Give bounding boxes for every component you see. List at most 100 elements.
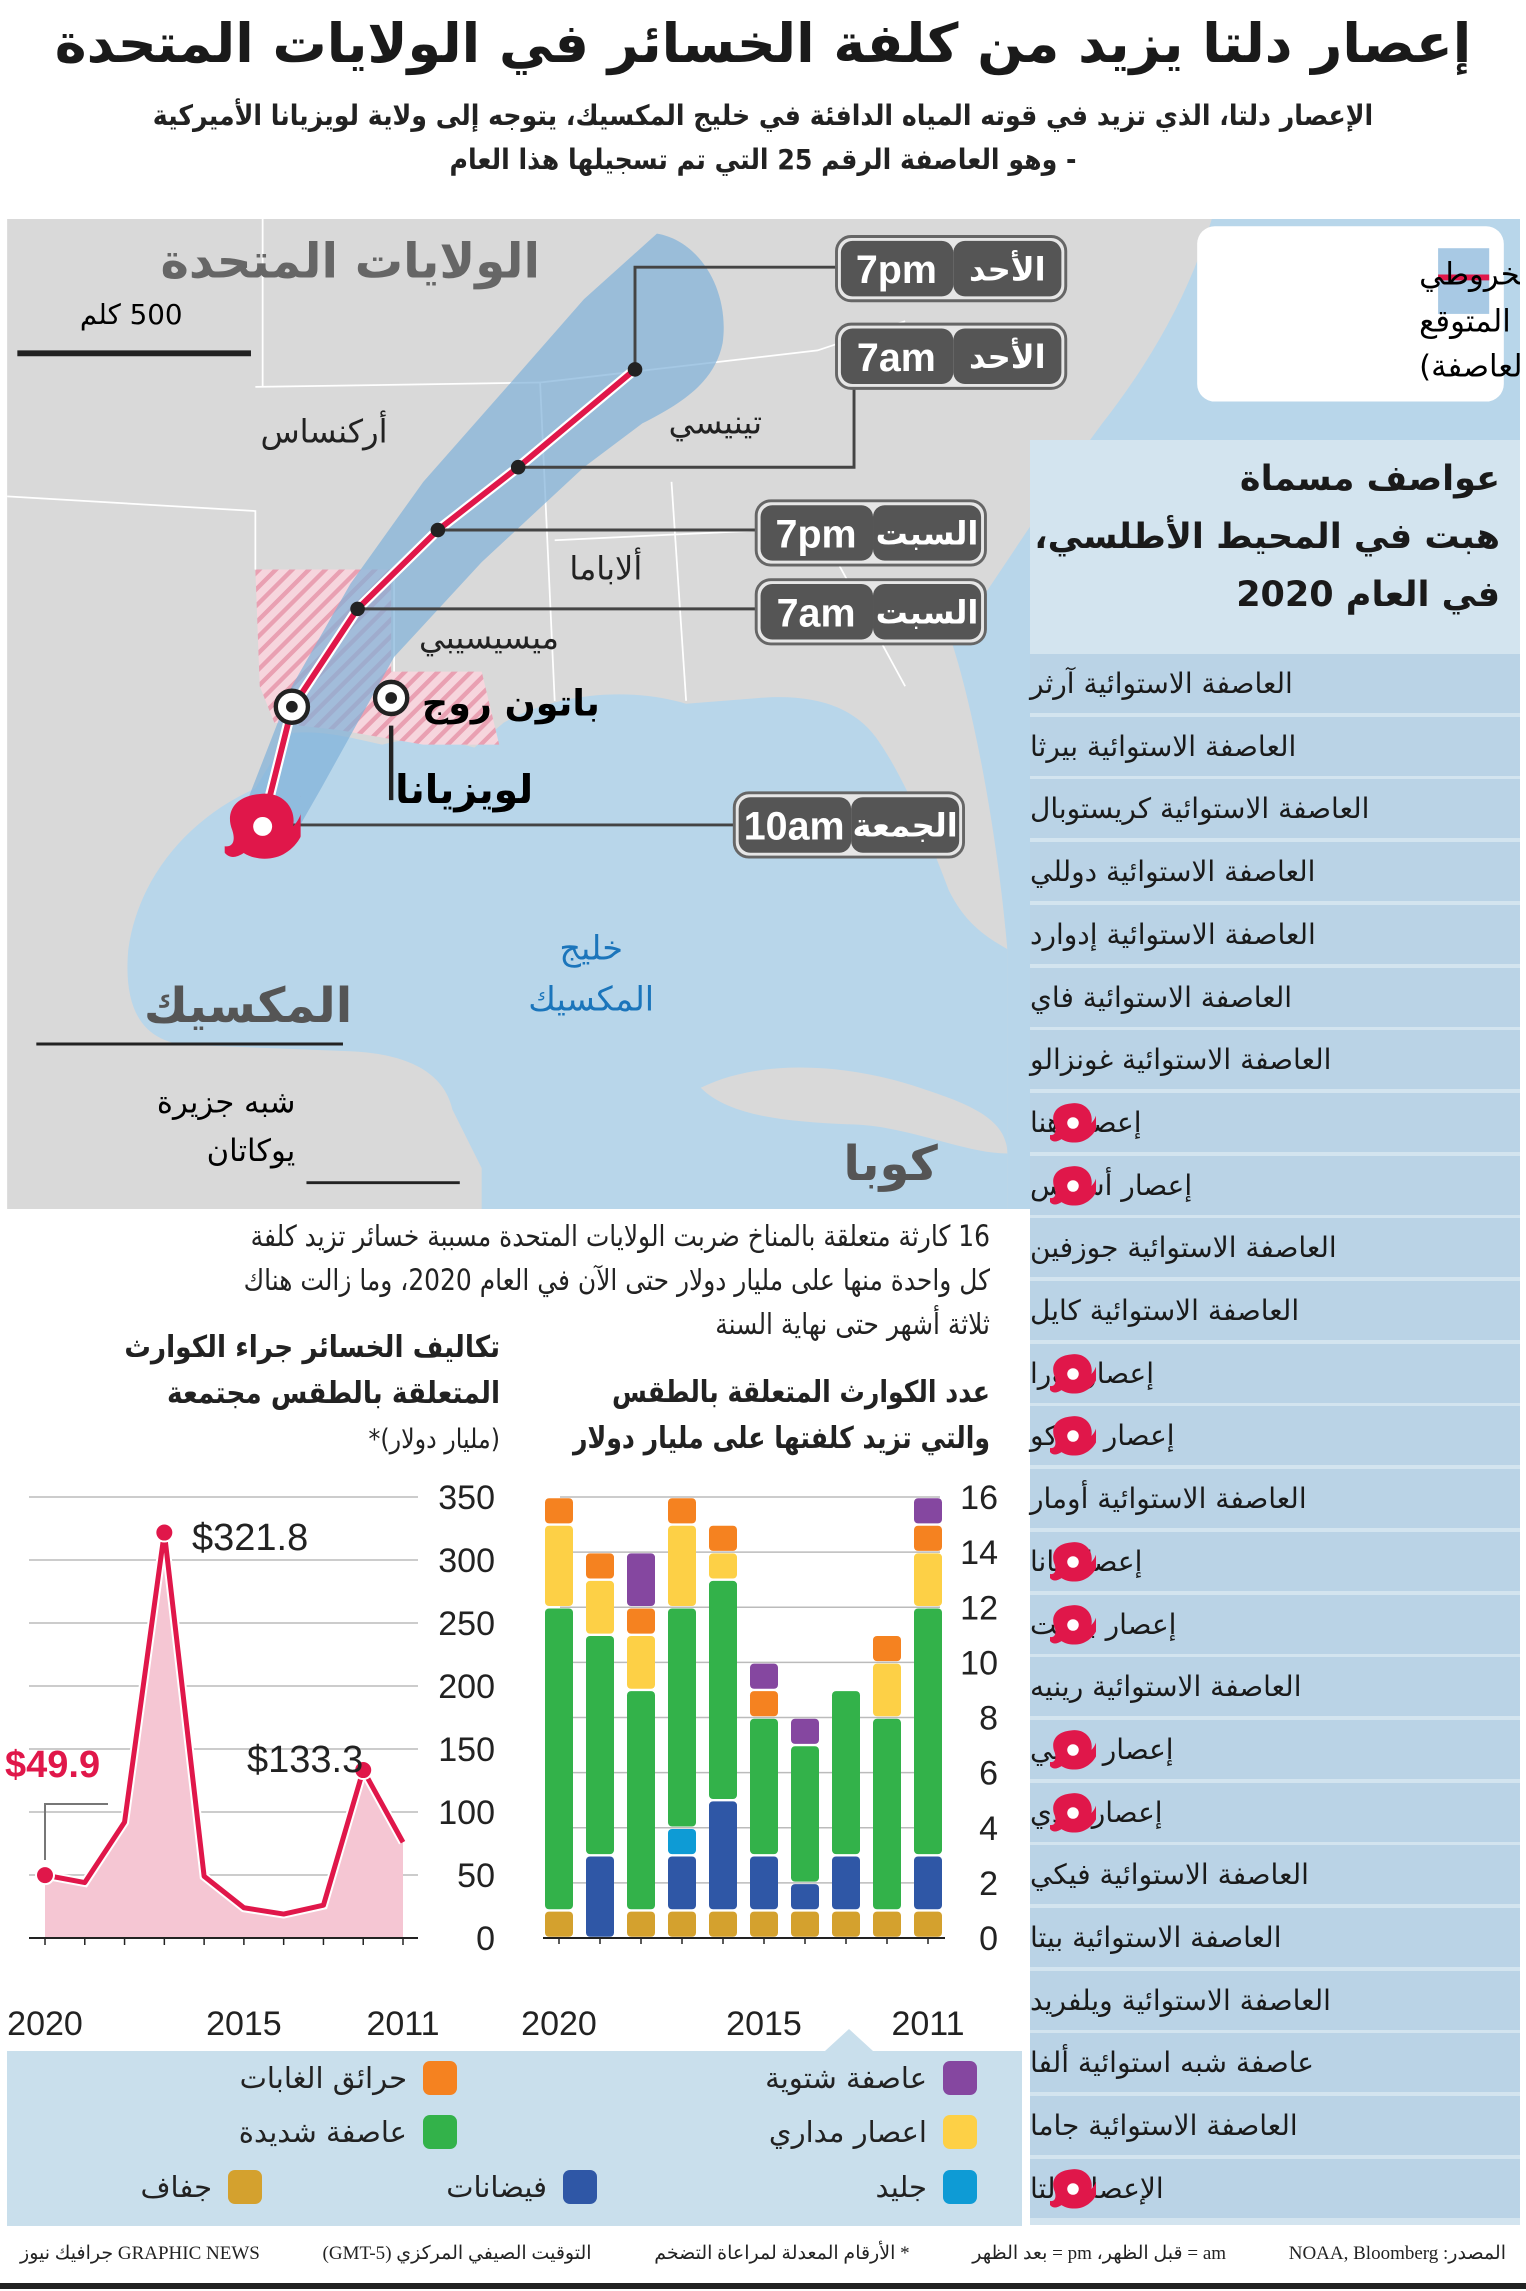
x-tick-label: 2011 bbox=[366, 2005, 439, 2043]
bar-segment bbox=[750, 1911, 778, 1937]
legend-line-1: المسار المخروطي bbox=[1419, 258, 1520, 293]
legend-swatch bbox=[423, 2115, 457, 2149]
louisiana-target-icon bbox=[273, 688, 311, 725]
legend-item: جفاف bbox=[140, 2170, 262, 2204]
cost-title-1: تكاليف الخسائر جراء الكوارث bbox=[124, 1330, 501, 1365]
footer-rule bbox=[0, 2283, 1526, 2289]
hurricane-icon bbox=[1050, 1100, 1096, 1146]
legend-label: عاصفة شتوية bbox=[765, 2061, 927, 2095]
bar-segment bbox=[668, 1911, 696, 1937]
y-tick-label: 0 bbox=[476, 1920, 495, 1958]
legend-line-3: (مركز العاصفة) bbox=[1419, 350, 1520, 385]
y-tick-label: 300 bbox=[438, 1542, 495, 1580]
bar-segment bbox=[791, 1911, 819, 1937]
storm-list-item: العاصفة الاستوائية كايل bbox=[1030, 1281, 1520, 1340]
y-tick-label: 6 bbox=[979, 1755, 998, 1793]
storm-list-item: العاصفة الاستوائية بيتا bbox=[1030, 1908, 1520, 1967]
yucatan-label-2: يوكاتان bbox=[207, 1134, 296, 1169]
storm-name: العاصفة الاستوائية آرثر bbox=[1030, 667, 1293, 700]
storm-list-item: إعصار بوليت bbox=[1030, 1594, 1520, 1654]
named-storms-panel: عواصف مسماة هبت في المحيط الأطلسي، في ال… bbox=[1030, 440, 1520, 2225]
storm-list-item: الإعصار دلتا bbox=[1030, 2158, 1520, 2218]
legend-item: فيضانات bbox=[446, 2170, 597, 2204]
y-tick-label: 150 bbox=[438, 1731, 495, 1769]
legend-item: اعصار مداري bbox=[769, 2115, 977, 2149]
y-tick-label: 2 bbox=[979, 1865, 998, 1903]
storm-name: العاصفة الاستوائية رينيه bbox=[1030, 1670, 1302, 1704]
bar-segment bbox=[545, 1498, 573, 1524]
time-label-time: 10am bbox=[744, 805, 845, 849]
bar-segment bbox=[586, 1856, 614, 1937]
storm-list-item: العاصفة الاستوائية جوزفين bbox=[1030, 1218, 1520, 1278]
legend-swatch bbox=[943, 2170, 977, 2204]
time-label-day: السبت bbox=[876, 593, 979, 631]
gulf-label-2: المكسيك bbox=[528, 979, 654, 1018]
count-title-1: عدد الكوارث المتعلقة بالطقس bbox=[612, 1375, 990, 1410]
cost-title-2: المتعلقة بالطقس مجتمعة bbox=[166, 1376, 500, 1411]
bar-segment bbox=[627, 1553, 655, 1607]
bar-segment bbox=[832, 1691, 860, 1855]
bar-segment bbox=[914, 1911, 942, 1937]
bar-segment bbox=[832, 1911, 860, 1937]
hurricane-icon bbox=[1050, 1539, 1096, 1585]
footer: المصدر: NOAA, Bloomberg am = قبل الظهر، … bbox=[0, 2242, 1526, 2278]
bar-segment bbox=[750, 1856, 778, 1910]
bar-segment bbox=[873, 1718, 901, 1910]
time-label-day: السبت bbox=[876, 515, 979, 553]
storms-heading: عواصف مسماة هبت في المحيط الأطلسي، في ال… bbox=[1034, 450, 1500, 624]
mexico-label: المكسيك bbox=[144, 978, 352, 1034]
y-tick-label: 100 bbox=[438, 1794, 495, 1832]
yucatan-label-1: شبه جزيرة bbox=[157, 1086, 295, 1121]
storm-list-item: العاصفة الاستوائية بيرثا bbox=[1030, 716, 1520, 776]
y-tick-label: 50 bbox=[457, 1857, 495, 1895]
bar-segment bbox=[545, 1525, 573, 1607]
time-label: الأحد 7pm bbox=[835, 235, 1068, 303]
bar-segment bbox=[709, 1553, 737, 1579]
storm-name: عاصفة شبه استوائية ألفا bbox=[1030, 2046, 1315, 2080]
value-label: $133.3 bbox=[247, 1739, 363, 1781]
y-tick-label: 14 bbox=[960, 1534, 998, 1572]
hurricane-icon bbox=[1050, 1602, 1096, 1648]
city-baton-rouge: باتون روج bbox=[422, 681, 600, 724]
storm-name: العاصفة الاستوائية أومار bbox=[1030, 1482, 1307, 1516]
heading-line-1: عواصف مسماة bbox=[1239, 459, 1500, 499]
bar-segment bbox=[545, 1911, 573, 1937]
bar-segment bbox=[873, 1636, 901, 1662]
state-alabama: ألاباما bbox=[569, 548, 642, 588]
bar-segment bbox=[668, 1498, 696, 1524]
legend-swatch bbox=[563, 2170, 597, 2204]
legend-label: جفاف bbox=[140, 2170, 213, 2204]
state-tennessee: تينيسي bbox=[669, 404, 762, 442]
storm-name: العاصفة الاستوائية كريستوبال bbox=[1030, 792, 1370, 826]
storm-list-item: العاصفة الاستوائية آرثر bbox=[1030, 654, 1520, 713]
storm-list-item: إعصار هنا bbox=[1030, 1092, 1520, 1152]
legend-line-2: المتوقع bbox=[1419, 304, 1511, 339]
y-tick-label: 200 bbox=[438, 1668, 495, 1706]
storm-list-item: إعصار لورا bbox=[1030, 1343, 1520, 1403]
count-chart-title: عدد الكوارث المتعلقة بالطقس والتي تزيد ك… bbox=[510, 1370, 990, 1462]
legend-label: فيضانات bbox=[446, 2170, 547, 2204]
legend-swatch bbox=[423, 2061, 457, 2095]
cost-line bbox=[44, 1530, 406, 1917]
map-legend: المسار المخروطي المتوقع (مركز العاصفة) bbox=[1197, 226, 1520, 402]
storm-list-item: إعصار ماركو bbox=[1030, 1406, 1520, 1466]
storm-list-item: العاصفة الاستوائية كريستوبال bbox=[1030, 779, 1520, 839]
bar-segment bbox=[873, 1911, 901, 1937]
leader-lines bbox=[262, 265, 856, 827]
legend-swatch bbox=[228, 2170, 262, 2204]
hurricane-icon bbox=[1050, 2166, 1096, 2212]
bar-segment bbox=[545, 1608, 573, 1910]
storm-list-item: عاصفة شبه استوائية ألفا bbox=[1030, 2033, 1520, 2093]
bar-segment bbox=[791, 1746, 819, 1882]
forecast-cone bbox=[240, 233, 724, 840]
storm-name: العاصفة الاستوائية بيتا bbox=[1030, 1921, 1282, 1954]
storm-list-item: العاصفة الاستوائية غونزالو bbox=[1030, 1030, 1520, 1090]
storm-name: العاصفة الاستوائية كايل bbox=[1030, 1294, 1300, 1327]
bar-segment bbox=[791, 1884, 819, 1910]
intro-text: 16 كارثة متعلقة بالمناخ ضربت الولايات ال… bbox=[40, 1214, 990, 1346]
storm-list-item: إعصار أسياس bbox=[1030, 1155, 1520, 1215]
legend-label: جليد bbox=[875, 2170, 927, 2204]
legend-item: جليد bbox=[875, 2170, 977, 2204]
